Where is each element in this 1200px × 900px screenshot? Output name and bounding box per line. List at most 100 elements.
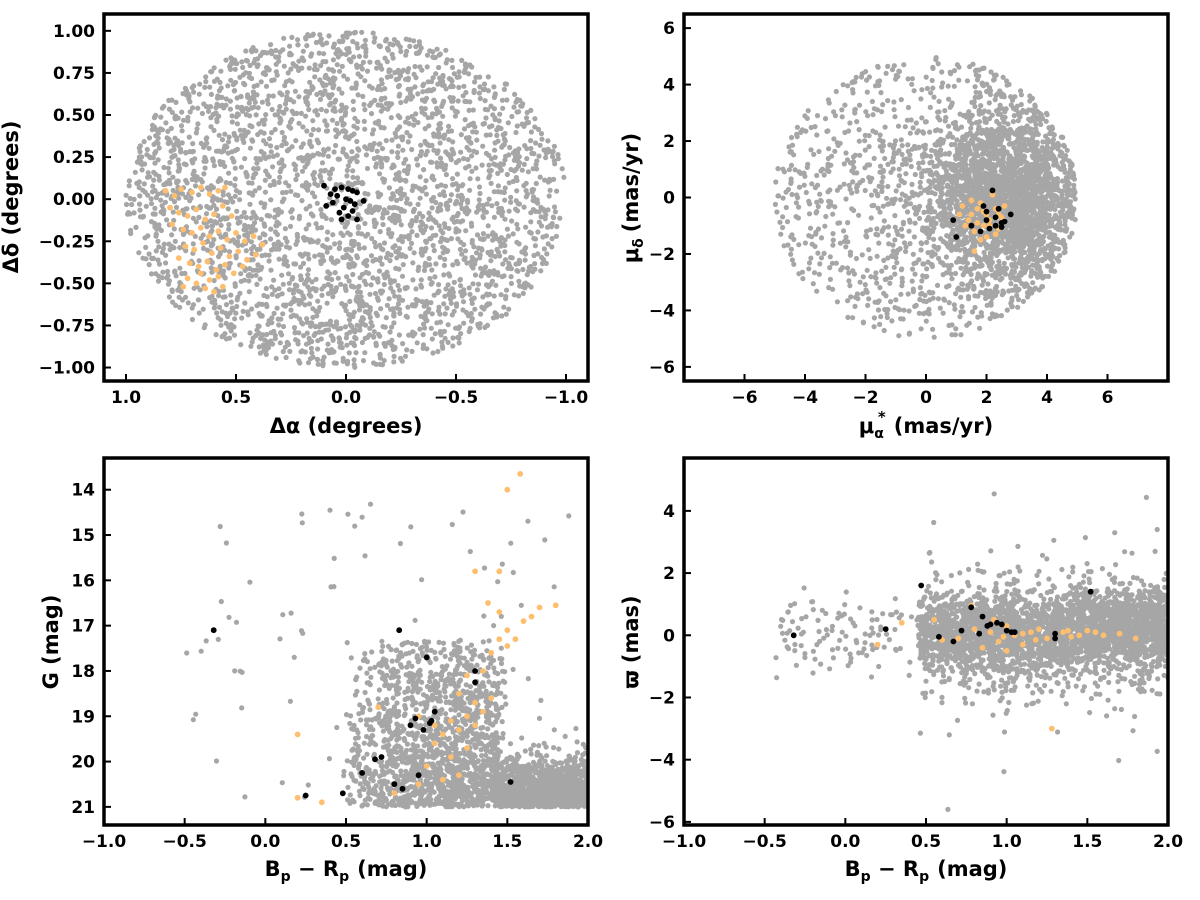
star-point-field xyxy=(856,127,862,133)
star-point-field xyxy=(1008,102,1014,108)
star-point-field xyxy=(501,136,507,142)
star-point-field xyxy=(498,292,504,298)
star-point-field xyxy=(445,151,451,157)
star-point-field xyxy=(382,343,388,349)
star-point-field xyxy=(289,215,295,221)
star-point-field xyxy=(460,299,467,305)
star-point-field xyxy=(202,84,208,90)
star-point-field xyxy=(242,300,248,306)
star-point-field xyxy=(941,205,947,212)
star-point-field xyxy=(366,332,373,338)
star-point-field xyxy=(190,241,196,247)
star-point-field xyxy=(860,319,867,325)
star-point-stream xyxy=(222,184,228,191)
star-point-field xyxy=(979,127,986,133)
star-point-field xyxy=(476,325,483,331)
star-point-field xyxy=(287,43,293,49)
star-point-field xyxy=(304,330,310,336)
star-point-field xyxy=(325,153,331,159)
star-point-field xyxy=(502,249,508,255)
star-point-stream xyxy=(230,270,237,277)
star-point-field xyxy=(229,119,235,125)
star-point-field xyxy=(459,205,465,212)
star-point-field xyxy=(494,201,500,207)
star-point-field xyxy=(459,195,465,201)
star-point-field xyxy=(427,275,433,282)
star-point-field xyxy=(140,187,146,193)
star-point-field xyxy=(320,363,326,369)
star-point-field xyxy=(220,294,226,300)
star-point-field xyxy=(201,171,207,177)
star-point-field xyxy=(322,167,328,173)
star-point-stream xyxy=(217,245,224,251)
star-point-field xyxy=(156,225,162,232)
x-tick-label: 1.0 xyxy=(111,388,141,408)
star-point-field xyxy=(410,277,416,283)
star-point-field xyxy=(421,81,427,87)
star-point-field xyxy=(405,115,411,121)
star-point-field xyxy=(410,260,416,266)
star-point-field xyxy=(131,196,137,202)
star-point-stream xyxy=(222,261,228,268)
star-point-field xyxy=(291,99,297,105)
star-point-field xyxy=(925,204,931,210)
star-point-field xyxy=(500,105,506,111)
star-point-field xyxy=(264,50,270,56)
star-point-field xyxy=(433,219,439,225)
star-point-field xyxy=(498,189,504,195)
star-point-field xyxy=(153,248,159,254)
star-point-field xyxy=(293,138,299,144)
star-point-field xyxy=(384,59,390,65)
star-point-field xyxy=(243,48,249,54)
star-point-field xyxy=(253,332,259,339)
star-point-field xyxy=(318,258,324,264)
star-point-field xyxy=(219,94,225,100)
star-point-field xyxy=(284,94,290,100)
star-point-field xyxy=(282,235,288,241)
star-point-field xyxy=(259,313,265,319)
star-point-field xyxy=(552,209,559,215)
star-point-field xyxy=(421,321,427,327)
star-point-stream xyxy=(169,221,176,228)
star-point-field xyxy=(277,49,283,55)
star-point-field xyxy=(289,144,295,150)
star-point-field xyxy=(303,99,309,105)
star-point-field xyxy=(355,71,361,77)
star-point-field xyxy=(847,249,854,255)
star-point-field xyxy=(298,349,304,355)
star-point-field xyxy=(326,171,332,177)
star-point-field xyxy=(379,95,385,102)
star-point-field xyxy=(1043,118,1049,124)
star-point-field xyxy=(242,156,248,162)
star-point-field xyxy=(521,183,527,189)
star-point-field xyxy=(323,321,329,327)
star-point-field xyxy=(310,172,316,178)
star-point-field xyxy=(340,149,346,155)
star-point-field xyxy=(438,201,444,208)
star-point-field xyxy=(319,286,325,292)
star-point-field xyxy=(884,314,890,321)
star-point-field xyxy=(403,156,409,163)
star-point-field xyxy=(418,277,424,283)
star-point-field xyxy=(927,208,933,214)
star-point-field xyxy=(339,301,345,307)
star-point-field xyxy=(931,94,937,100)
star-point-field xyxy=(290,274,296,281)
star-point-field xyxy=(1039,145,1045,151)
star-point-field xyxy=(424,346,430,352)
star-point-field xyxy=(517,97,523,103)
star-point-field xyxy=(369,131,375,137)
star-point-field xyxy=(361,101,367,108)
star-point-field xyxy=(176,162,182,168)
star-point-field xyxy=(347,158,353,164)
star-point-field xyxy=(395,205,401,211)
star-point-field xyxy=(470,281,476,287)
star-point-field xyxy=(456,340,462,346)
star-point-field xyxy=(831,136,837,142)
star-point-field xyxy=(313,308,319,314)
star-point-field xyxy=(428,159,434,165)
star-point-field xyxy=(903,161,909,167)
star-point-field xyxy=(492,140,498,146)
star-point-field xyxy=(954,137,960,143)
star-point-field xyxy=(155,278,162,284)
